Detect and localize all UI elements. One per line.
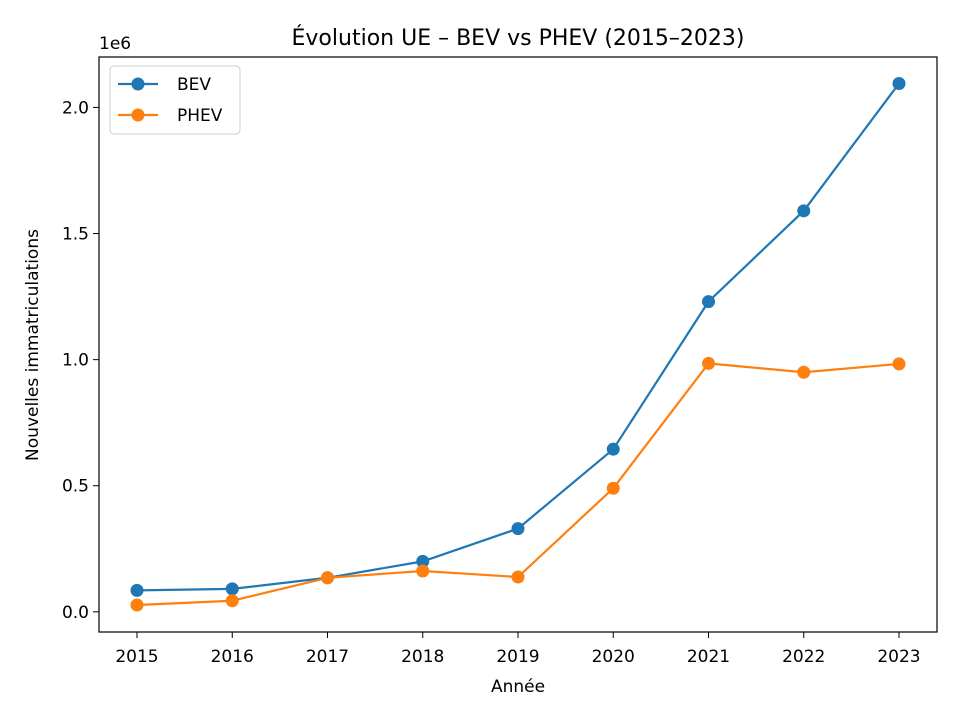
x-tick-label: 2016 — [211, 647, 254, 667]
x-tick-label: 2018 — [401, 647, 444, 667]
data-point-phev — [321, 571, 334, 585]
data-point-phev — [892, 357, 906, 371]
x-tick-label: 2022 — [782, 647, 825, 667]
x-tick-label: 2015 — [115, 647, 158, 667]
y-tick-label: 0.0 — [62, 603, 89, 623]
legend-marker-phev — [131, 108, 145, 122]
data-point-bev — [606, 442, 620, 456]
legend-label-bev: BEV — [177, 75, 211, 95]
data-point-bev — [511, 522, 525, 536]
y-tick-label: 2.0 — [62, 98, 89, 118]
data-point-phev — [225, 594, 239, 608]
x-tick-label: 2019 — [496, 647, 539, 667]
legend-marker-bev — [131, 77, 145, 91]
y-tick-label: 1.0 — [62, 351, 89, 371]
legend: BEV PHEV — [109, 65, 241, 135]
x-tick-label: 2020 — [592, 647, 635, 667]
y-tick-label: 0.5 — [62, 477, 89, 497]
legend-label-phev: PHEV — [177, 106, 223, 126]
y-axis-label: Nouvelles immatriculations — [23, 229, 43, 461]
data-point-bev — [130, 583, 144, 597]
y-tick-label: 1.5 — [62, 225, 89, 245]
data-point-bev — [225, 582, 239, 596]
x-axis-label: Année — [491, 677, 545, 697]
x-axis-ticks: 2015 2016 2017 2018 2019 2020 2021 2022 2023 — [115, 632, 921, 667]
data-point-phev — [130, 598, 144, 612]
plot-frame — [98, 56, 938, 633]
x-tick-label: 2021 — [687, 647, 730, 667]
x-tick-label: 2017 — [306, 647, 349, 667]
y-offset-label: 1e6 — [99, 34, 131, 54]
chart-title: Évolution UE – BEV vs PHEV (2015–2023) — [292, 25, 745, 51]
series-layer — [130, 76, 906, 612]
data-point-phev — [511, 570, 525, 584]
data-point-bev — [416, 554, 430, 568]
data-point-phev — [606, 481, 620, 495]
y-axis-ticks: 0.0 0.5 1.0 1.5 2.0 — [62, 98, 99, 623]
data-point-bev — [892, 76, 906, 90]
x-tick-label: 2023 — [877, 647, 920, 667]
data-point-phev — [797, 365, 811, 379]
data-point-bev — [797, 204, 811, 218]
data-point-bev — [702, 295, 715, 309]
plot-background — [99, 57, 937, 632]
data-point-phev — [416, 564, 430, 578]
data-point-phev — [702, 356, 715, 370]
